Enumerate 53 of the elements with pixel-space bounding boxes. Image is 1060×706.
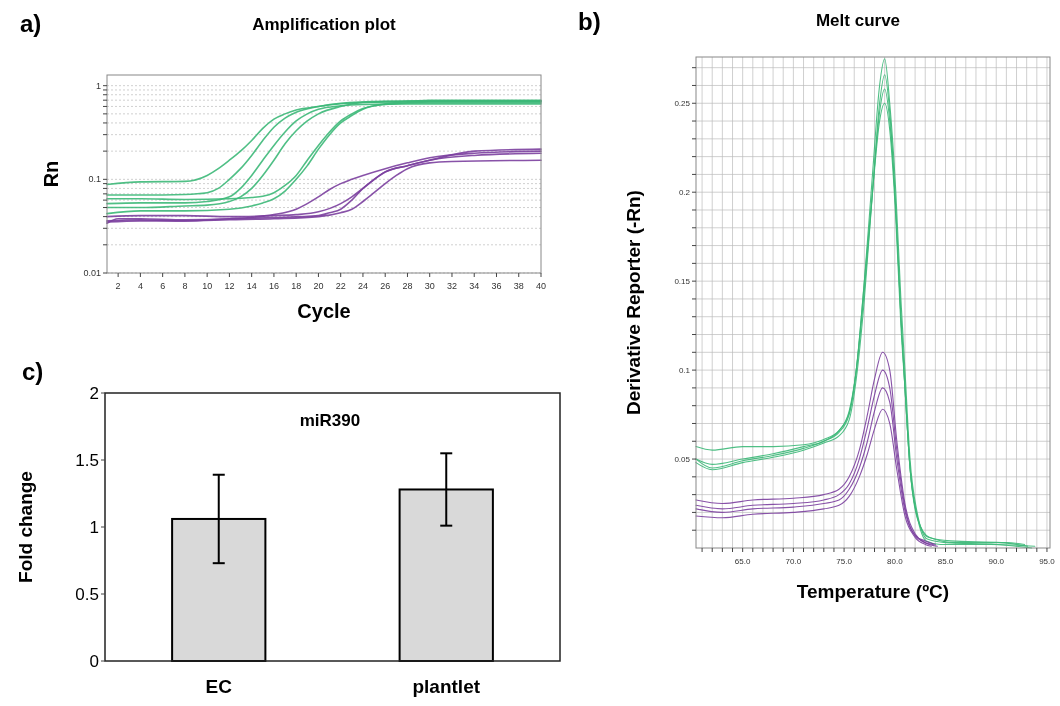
y-tick-label: 1 bbox=[89, 517, 99, 537]
x-tick-label: 20 bbox=[313, 281, 324, 291]
x-tick-label: 26 bbox=[380, 281, 391, 291]
y-tick-label: 0.1 bbox=[678, 365, 691, 375]
chart-title: Amplification plot bbox=[252, 15, 397, 34]
x-tick-label: 80.0 bbox=[887, 557, 904, 566]
y-tick-label: 0.15 bbox=[674, 276, 691, 286]
chart-title: Melt curve bbox=[815, 11, 901, 30]
text: b) bbox=[578, 8, 601, 35]
x-tick-label: 75.0 bbox=[836, 557, 853, 566]
y-tick-label: 2 bbox=[89, 383, 99, 403]
y-tick-label: 0.1 bbox=[88, 174, 101, 185]
x-tick-label: 95.0 bbox=[1039, 557, 1056, 566]
x-tick-label: 6 bbox=[160, 281, 166, 291]
x-axis-title: Temperature (ºC) bbox=[796, 581, 950, 602]
y-tick-label: 0.01 bbox=[83, 268, 101, 279]
x-tick-label: 32 bbox=[446, 281, 457, 291]
x-tick-label: 4 bbox=[137, 281, 143, 291]
x-tick-label: 85.0 bbox=[937, 557, 954, 566]
x-tick-label: 90.0 bbox=[988, 557, 1005, 566]
x-tick-label: 70.0 bbox=[785, 557, 802, 566]
y-tick-label: 0.2 bbox=[678, 188, 691, 197]
y-tick-label: 1 bbox=[95, 80, 101, 91]
y-tick-label: 0 bbox=[89, 651, 99, 671]
x-tick-label: EC bbox=[205, 676, 233, 697]
text: c) bbox=[22, 358, 44, 385]
x-tick-label: 16 bbox=[268, 281, 279, 291]
x-tick-label: 18 bbox=[291, 281, 302, 291]
x-tick-label: 12 bbox=[224, 281, 235, 291]
y-tick-label: 0.25 bbox=[674, 99, 691, 109]
y-axis-title: Rn bbox=[40, 160, 62, 188]
x-tick-label: plantlet bbox=[412, 676, 481, 697]
x-tick-label: 24 bbox=[357, 281, 368, 291]
text: miR390 bbox=[299, 411, 361, 430]
x-axis-title: Cycle bbox=[297, 300, 351, 322]
x-tick-label: 36 bbox=[491, 281, 502, 291]
x-tick-label: 38 bbox=[513, 281, 524, 291]
x-tick-label: 65.0 bbox=[734, 557, 751, 566]
y-tick-label: 0.05 bbox=[674, 454, 691, 464]
x-tick-label: 40 bbox=[535, 281, 547, 291]
x-tick-label: 34 bbox=[469, 281, 480, 291]
x-tick-label: 14 bbox=[246, 281, 257, 291]
x-tick-label: 2 bbox=[115, 281, 121, 291]
x-tick-label: 30 bbox=[424, 281, 435, 291]
y-axis-title: Fold change bbox=[15, 471, 36, 583]
text: a) bbox=[20, 10, 42, 37]
x-tick-label: 10 bbox=[202, 281, 213, 291]
x-tick-label: 22 bbox=[335, 281, 346, 291]
x-tick-label: 28 bbox=[402, 281, 413, 291]
y-tick-label: 1.5 bbox=[75, 450, 99, 470]
y-axis-title: Derivative Reporter (-Rn) bbox=[623, 190, 644, 415]
x-tick-label: 8 bbox=[182, 281, 188, 291]
y-tick-label: 0.5 bbox=[75, 584, 99, 604]
